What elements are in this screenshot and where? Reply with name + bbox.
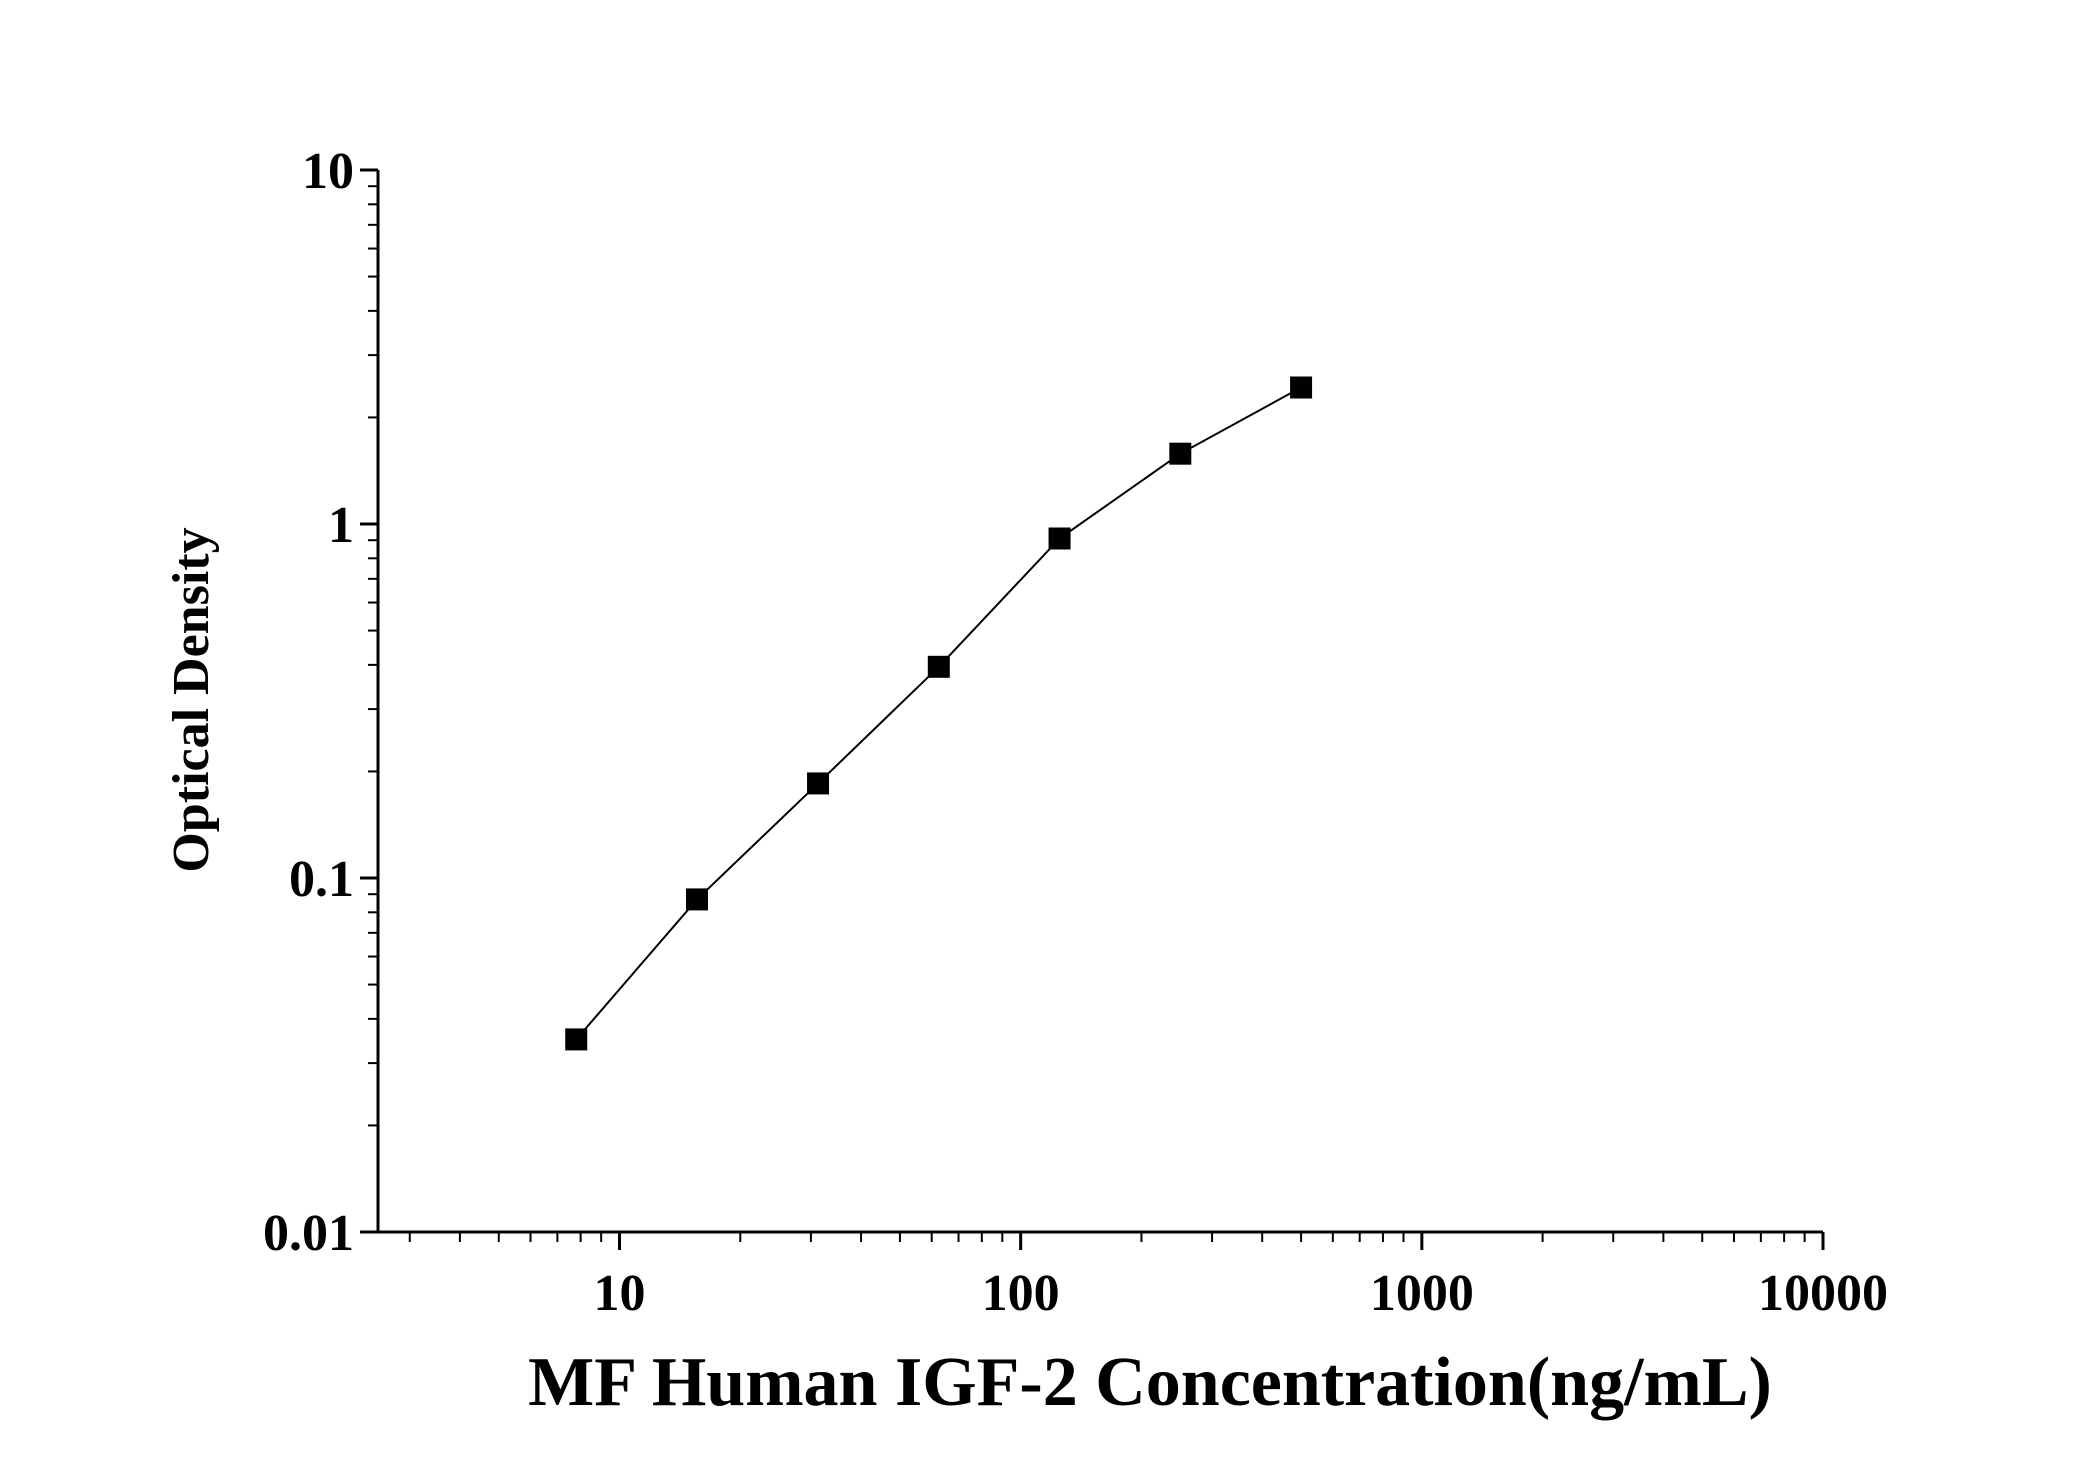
data-point	[1048, 527, 1071, 550]
y-axis-title: Optical Density	[163, 527, 220, 872]
y-tick-label: 10	[302, 143, 354, 200]
data-point	[1169, 442, 1192, 465]
y-tick-label: 0.1	[289, 851, 354, 908]
axes	[376, 170, 1823, 1234]
x-tick-label: 100	[982, 1265, 1060, 1322]
data-point	[1290, 376, 1313, 399]
x-ticks: 10 100 1000 10000	[408, 1232, 1888, 1322]
x-tick-label: 10000	[1758, 1265, 1888, 1322]
data-points	[565, 376, 1313, 1051]
series-line	[575, 386, 1302, 1041]
data-point	[807, 772, 830, 795]
y-ticks: 0.01 0.1 1 10	[263, 143, 378, 1262]
x-axis-title: MF Human IGF-2 Concentration(ng/mL)	[528, 1344, 1772, 1421]
series-curve	[575, 386, 1302, 1041]
y-tick-label: 0.01	[263, 1205, 354, 1262]
x-tick-label: 1000	[1370, 1265, 1474, 1322]
y-tick-label: 1	[328, 497, 354, 554]
x-tick-label: 10	[594, 1265, 646, 1322]
data-point	[927, 655, 950, 678]
data-point	[685, 888, 708, 911]
data-point	[565, 1028, 588, 1051]
